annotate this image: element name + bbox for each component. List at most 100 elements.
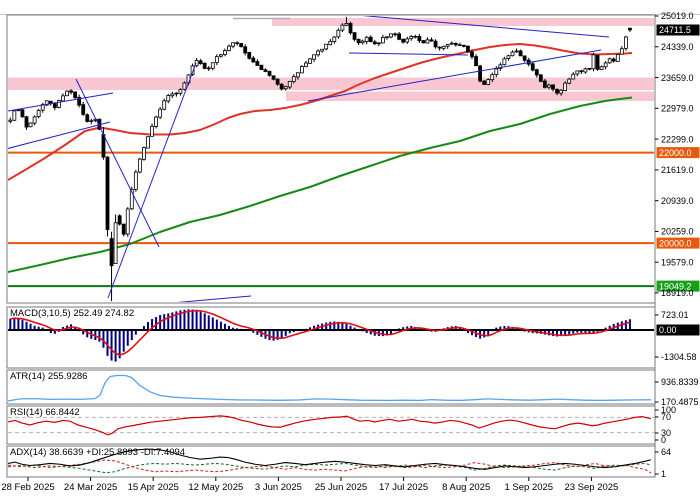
candlestick — [125, 208, 130, 235]
candlestick — [202, 62, 207, 69]
svg-text:21619.0: 21619.0 — [661, 165, 694, 175]
svg-text:15 Apr 2025: 15 Apr 2025 — [128, 482, 179, 493]
candlestick — [575, 70, 580, 75]
trendline — [177, 295, 252, 302]
candlestick — [65, 90, 69, 97]
candlestick — [299, 66, 304, 74]
atr-line — [8, 374, 652, 402]
candlestick — [255, 61, 260, 66]
candlestick — [486, 79, 491, 85]
candlestick — [271, 75, 276, 80]
candlestick — [494, 68, 499, 75]
svg-text:24339.0: 24339.0 — [661, 42, 694, 52]
minus-di-line — [8, 459, 652, 474]
trendline — [348, 52, 469, 56]
main-price-pane — [8, 16, 654, 302]
atr-pane — [8, 374, 652, 402]
candlestick — [449, 42, 454, 45]
candlestick — [603, 62, 608, 68]
candlestick — [146, 136, 150, 149]
candlestick — [105, 156, 110, 230]
candlestick — [206, 67, 211, 70]
candlestick — [401, 38, 406, 43]
candlestick — [328, 40, 333, 45]
svg-text:30: 30 — [661, 428, 671, 438]
candlestick — [89, 120, 94, 122]
candlestick — [352, 32, 357, 40]
svg-text:936.8339: 936.8339 — [661, 377, 699, 387]
candlestick — [324, 43, 329, 50]
candlestick — [287, 81, 292, 88]
candlestick — [44, 100, 49, 106]
candlestick — [158, 108, 163, 118]
candlestick — [133, 171, 138, 190]
svg-text:18919.0: 18919.0 — [661, 288, 694, 298]
candlestick — [611, 58, 616, 62]
candlestick — [283, 86, 288, 90]
svg-text:25019.0: 25019.0 — [661, 11, 694, 21]
candlestick — [93, 118, 98, 121]
candlestick — [8, 119, 13, 122]
candlestick — [615, 54, 620, 62]
ma-slow-green — [8, 96, 633, 273]
candlestick — [231, 42, 235, 47]
adx-pane — [8, 448, 652, 474]
candlestick — [624, 36, 628, 49]
candlestick — [69, 90, 73, 93]
candlestick — [109, 238, 114, 267]
candlestick — [336, 29, 341, 38]
trendline — [107, 62, 197, 299]
candlestick — [530, 63, 535, 71]
rsi-line — [8, 415, 652, 436]
candlestick — [275, 78, 280, 85]
price-badge — [656, 147, 700, 159]
candlestick — [425, 39, 430, 44]
candlestick — [502, 58, 507, 66]
candlestick — [413, 35, 418, 38]
candlestick — [154, 116, 159, 127]
svg-text:22299.0: 22299.0 — [661, 134, 694, 144]
candlestick — [36, 110, 41, 117]
candlestick — [433, 40, 438, 48]
candlestick — [360, 40, 365, 44]
candlestick — [304, 62, 308, 68]
candlestick — [340, 24, 345, 31]
candlestick — [514, 50, 519, 53]
candlestick — [129, 189, 134, 210]
svg-text:19049.2: 19049.2 — [659, 281, 692, 291]
macd-pane — [8, 309, 654, 362]
candlestick — [356, 39, 361, 44]
candlestick — [20, 109, 25, 118]
svg-text:12 May 2025: 12 May 2025 — [188, 482, 243, 493]
candlestick — [510, 51, 515, 57]
macd-signal-line — [10, 309, 631, 356]
candlestick — [591, 54, 596, 70]
svg-text:23659.0: 23659.0 — [661, 73, 694, 83]
candlestick — [259, 64, 264, 71]
svg-text:25 Jun 2025: 25 Jun 2025 — [315, 482, 367, 493]
candlestick — [182, 82, 187, 90]
candlestick — [235, 42, 240, 44]
candlestick — [522, 55, 527, 61]
candlestick — [239, 43, 244, 48]
price-badge — [656, 280, 700, 292]
atr-indicator-label: ATR(14) 255.9286 — [10, 371, 88, 382]
trendline — [307, 49, 602, 102]
candlestick — [247, 52, 252, 59]
svg-text:64: 64 — [661, 447, 671, 457]
candlestick — [417, 35, 422, 42]
candlestick — [563, 82, 568, 91]
candlestick — [445, 44, 450, 47]
candlestick — [210, 62, 215, 69]
candlestick — [619, 48, 624, 55]
candlestick — [453, 42, 458, 46]
svg-text:1: 1 — [661, 469, 666, 479]
candlestick — [441, 45, 446, 49]
price-badge — [656, 24, 700, 36]
candlestick — [466, 45, 470, 53]
candlestick — [348, 22, 353, 34]
candlestick — [437, 46, 442, 49]
candlestick — [474, 56, 478, 67]
plus-di-line — [8, 462, 652, 474]
